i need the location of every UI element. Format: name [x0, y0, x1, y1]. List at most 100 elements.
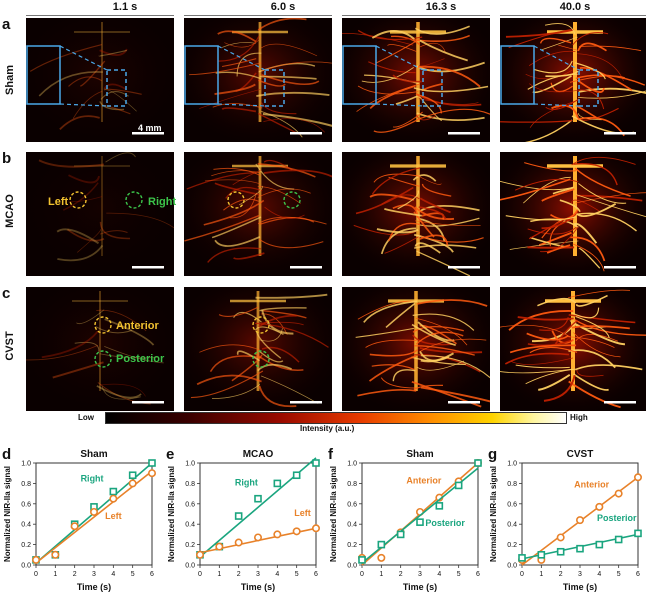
x-tick-label: 5: [457, 571, 461, 578]
data-point-right: [273, 479, 282, 488]
x-tick-label: 1: [379, 571, 383, 578]
x-tick-label: 5: [295, 571, 299, 578]
colorbar-title: Intensity (a.u.): [300, 424, 355, 433]
intensity-colorbar: [105, 412, 567, 424]
series-label-posterior: Posterior: [597, 513, 637, 523]
y-tick-label: 0.4: [185, 522, 195, 529]
roi-circle-right: [283, 191, 301, 209]
roi-label-posterior: Posterior: [116, 353, 165, 365]
y-tick-label: 0.4: [507, 522, 517, 529]
y-tick-label: 0.4: [347, 522, 357, 529]
series-label-anterior: Anterior: [574, 479, 610, 489]
roi-connector-top: [533, 45, 580, 71]
roi-connector-top: [375, 45, 424, 71]
data-point-left: [254, 533, 263, 542]
scale-bar: [290, 132, 322, 135]
data-point-posterior: [614, 535, 623, 544]
data-point-left: [51, 550, 60, 559]
x-axis-label: Time (s): [403, 582, 437, 592]
row-label-cvst: CVST: [4, 331, 16, 361]
x-tick-label: 3: [92, 571, 96, 578]
data-point-left: [148, 469, 157, 478]
roi-box-left: [500, 45, 535, 105]
roi-circle-left: [227, 191, 245, 209]
time-divider-2: [342, 15, 490, 16]
data-point-posterior: [377, 540, 386, 549]
y-tick-label: 0.8: [347, 481, 357, 488]
data-point-posterior: [518, 554, 526, 562]
x-tick-label: 6: [314, 571, 318, 578]
panel-letter-b: b: [2, 150, 12, 167]
x-tick-label: 0: [198, 571, 202, 578]
data-point-posterior: [556, 547, 565, 556]
y-tick-label: 0.2: [507, 542, 517, 549]
row-label-mcao: MCAO: [4, 194, 16, 228]
x-tick-label: 2: [559, 571, 563, 578]
time-divider-3: [500, 15, 646, 16]
roi-circle-right: [125, 191, 143, 209]
series-label-anterior: Anterior: [406, 475, 442, 485]
fluorescence-image-r2-c1: [184, 287, 332, 411]
data-point-right: [254, 494, 262, 503]
y-tick-label: 0.0: [21, 563, 31, 570]
data-point-posterior: [595, 540, 604, 549]
panel-letter-g: g: [488, 446, 498, 463]
chart-d: Sham 0 1 2 3 4 5 6 0.0 0.2 0.4 0.6 0.8 1.0 Time (s) Nor…: [3, 449, 157, 592]
scale-bar: [448, 401, 480, 404]
scale-bar: [448, 266, 480, 269]
y-tick-label: 0.8: [21, 481, 31, 488]
x-tick-label: 4: [437, 571, 441, 578]
fluorescence-image-r1-c1: [184, 152, 332, 276]
y-tick-label: 1.0: [21, 461, 31, 468]
scale-bar: [132, 401, 164, 404]
y-tick-label: 0.4: [21, 522, 31, 529]
data-point-left: [273, 530, 282, 539]
y-tick-label: 0.6: [347, 501, 357, 508]
fluorescence-image-r0-c1: [184, 18, 332, 142]
data-point-right: [312, 459, 320, 467]
scale-bar: [290, 401, 322, 404]
chart-f: Sham 0 1 2 3 4 5 6 0.0 0.2 0.4 0.6 0.8 1.0 Time (s) Nor…: [329, 449, 483, 592]
x-tick-label: 4: [111, 571, 115, 578]
chart-title: Sham: [406, 449, 433, 460]
data-point-posterior: [576, 544, 584, 553]
x-tick-label: 1: [217, 571, 221, 578]
x-tick-label: 4: [275, 571, 279, 578]
roi-label-left: Left: [48, 196, 69, 208]
roi-box-right: [106, 69, 127, 107]
roi-circle-anterior: [94, 316, 112, 334]
data-point-posterior: [537, 551, 546, 559]
chart-title: Sham: [80, 449, 107, 460]
roi-connector-bottom: [375, 103, 424, 107]
data-point-posterior: [396, 530, 405, 539]
x-tick-label: 6: [636, 571, 640, 578]
roi-circle-posterior: [94, 350, 112, 368]
roi-box-right: [422, 69, 443, 107]
fluorescence-image-r1-c0: [26, 152, 174, 276]
data-point-posterior: [634, 529, 642, 538]
data-point-anterior: [576, 516, 585, 525]
data-point-left: [312, 524, 321, 533]
data-point-anterior: [377, 553, 386, 562]
data-point-anterior: [595, 502, 604, 511]
roi-connector-bottom: [217, 103, 266, 107]
x-tick-label: 3: [578, 571, 582, 578]
x-tick-label: 1: [53, 571, 57, 578]
x-tick-label: 1: [539, 571, 543, 578]
fluorescence-image-r2-c3: [500, 287, 646, 411]
y-axis-label: Normalized NIR-IIa signal: [3, 466, 12, 562]
roi-connector-bottom: [533, 103, 580, 107]
data-point-anterior: [634, 473, 643, 482]
y-tick-label: 0.0: [347, 563, 357, 570]
y-tick-label: 0.2: [347, 542, 357, 549]
y-tick-label: 0.0: [185, 563, 195, 570]
series-label-posterior: Posterior: [425, 518, 465, 528]
x-tick-label: 0: [360, 571, 364, 578]
data-point-right: [109, 487, 118, 496]
x-tick-label: 6: [476, 571, 480, 578]
time-label-1: 6.0 s: [270, 1, 296, 13]
colorbar-high-label: High: [570, 413, 588, 422]
panel-letter-d: d: [2, 446, 12, 463]
fluorescence-image-r1-c2: [342, 152, 490, 276]
scale-bar: [448, 132, 480, 135]
